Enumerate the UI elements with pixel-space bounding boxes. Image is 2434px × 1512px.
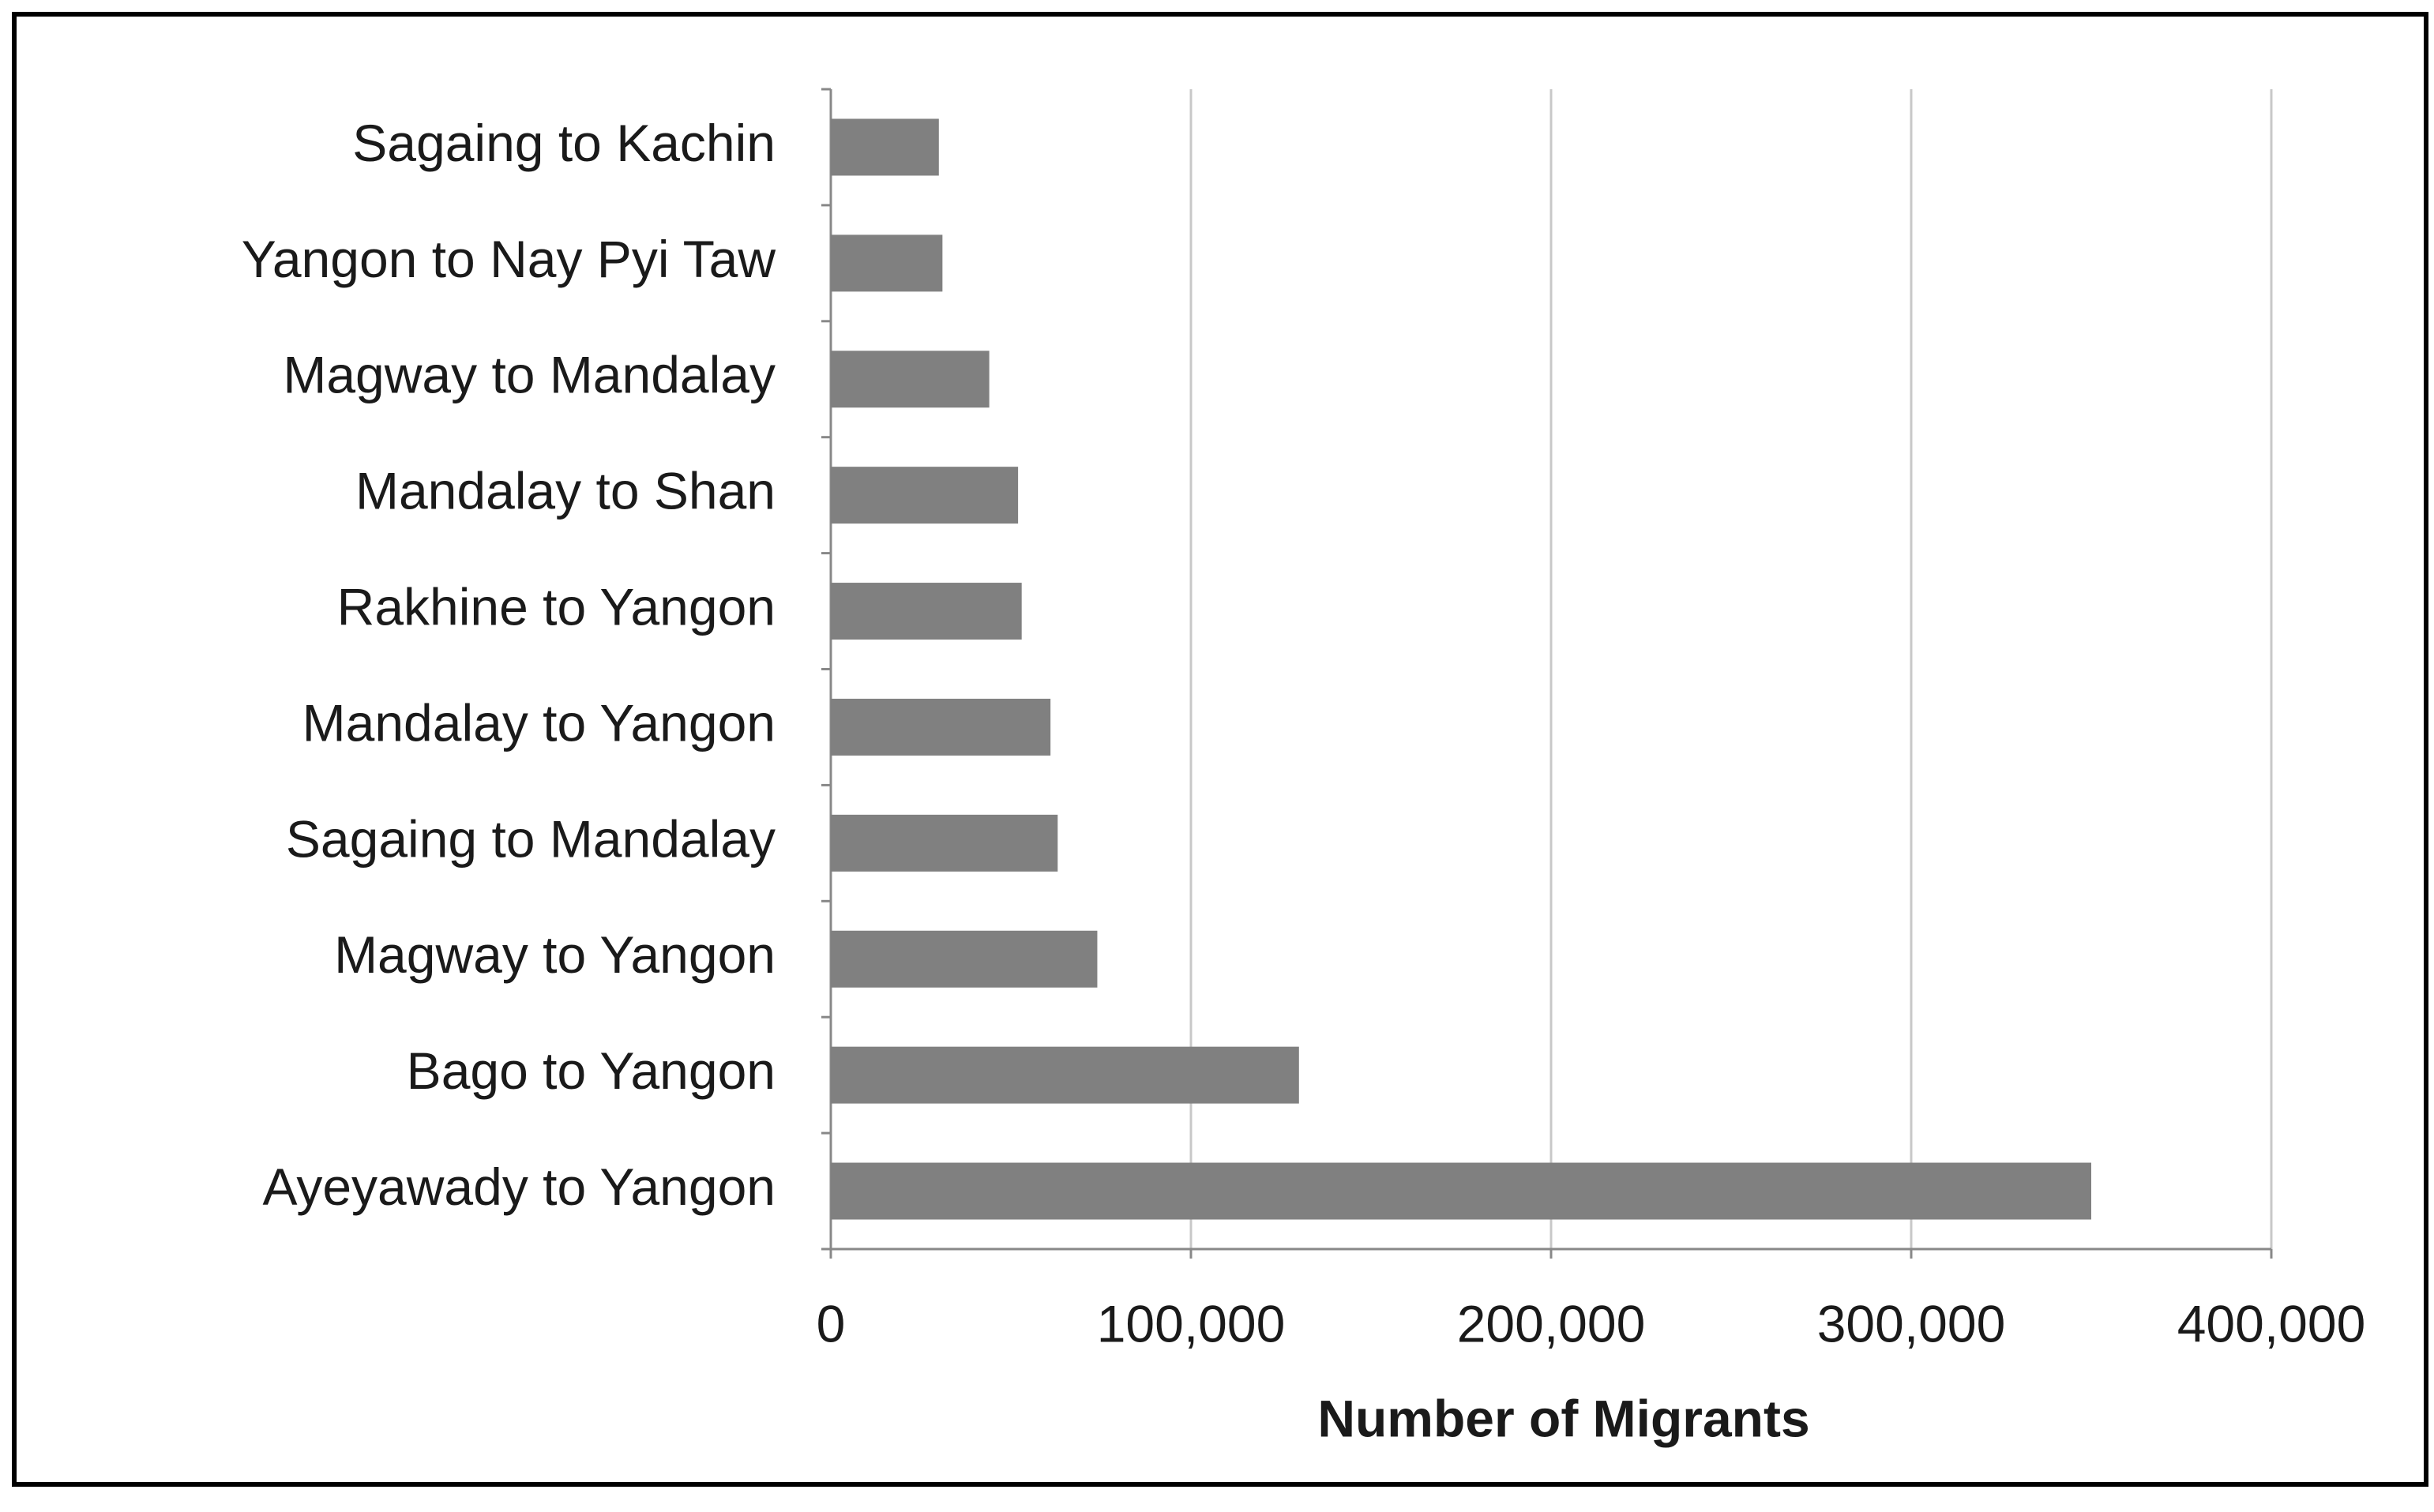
y-tick-label: Magway to Yangon	[334, 925, 776, 984]
y-tick-label: Bago to Yangon	[407, 1041, 776, 1100]
y-tick-label: Sagaing to Mandalay	[286, 809, 776, 868]
x-tick-label: 0	[817, 1294, 846, 1353]
y-tick-label: Mandalay to Yangon	[302, 693, 776, 752]
bar	[831, 1046, 1299, 1104]
y-tick-label: Yangon to Nay Pyi Taw	[242, 230, 776, 288]
x-tick-label: 400,000	[2177, 1294, 2366, 1353]
x-axis-title: Number of Migrants	[1317, 1389, 1809, 1447]
y-tick-label: Ayeyawady to Yangon	[263, 1157, 776, 1216]
frame	[12, 12, 2428, 1487]
x-tick-label: 200,000	[1457, 1294, 1646, 1353]
x-tick-label: 300,000	[1817, 1294, 2006, 1353]
y-tick-label: Rakhine to Yangon	[337, 577, 776, 636]
bar	[831, 234, 943, 292]
y-tick-label: Sagaing to Kachin	[352, 114, 776, 172]
bar	[831, 351, 990, 408]
bar	[831, 118, 939, 176]
bar	[831, 930, 1098, 988]
bar	[831, 814, 1058, 872]
bar	[831, 467, 1019, 524]
bar	[831, 698, 1051, 756]
y-tick-label: Magway to Mandalay	[283, 346, 776, 404]
x-tick-label: 100,000	[1097, 1294, 1286, 1353]
y-tick-label: Mandalay to Shan	[355, 462, 776, 520]
bar	[831, 1162, 2091, 1220]
bar	[831, 583, 1022, 640]
